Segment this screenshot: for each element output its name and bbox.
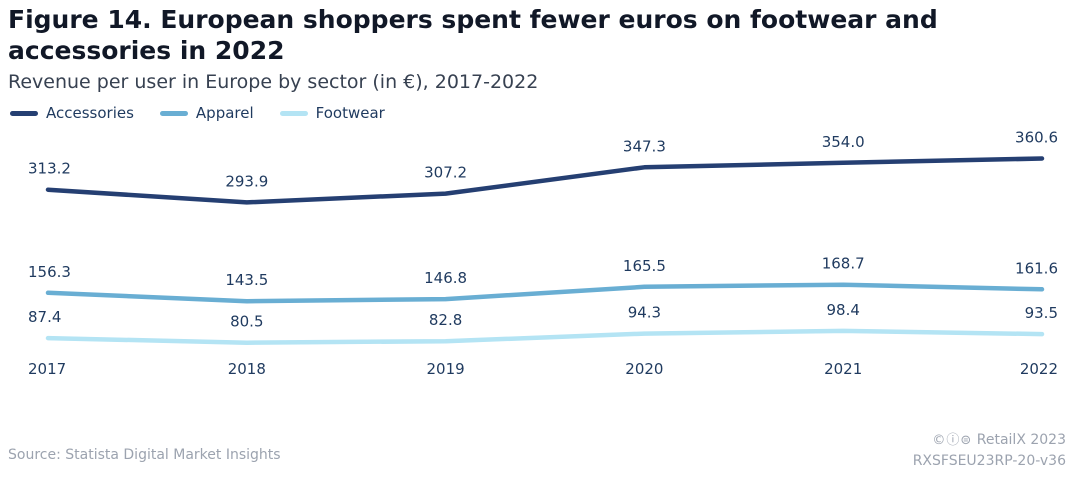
legend-label-footwear: Footwear	[315, 104, 385, 122]
legend-item-accessories: Accessories	[10, 104, 134, 122]
x-tick-label-2019: 2019	[427, 360, 465, 378]
x-tick-label-2021: 2021	[824, 360, 862, 378]
data-label-apparel-2021: 168.7	[822, 255, 865, 273]
chart-subtitle: Revenue per user in Europe by sector (in…	[8, 71, 539, 93]
legend: Accessories Apparel Footwear	[10, 104, 385, 122]
x-tick-label-2017: 2017	[28, 360, 66, 378]
credit-label: RetailX 2023	[976, 432, 1066, 448]
data-label-apparel-2018: 143.5	[225, 271, 268, 289]
series-line-apparel	[45, 282, 1045, 304]
legend-item-apparel: Apparel	[159, 104, 254, 122]
x-tick-label-2020: 2020	[625, 360, 663, 378]
data-label-accessories-2021: 354.0	[822, 133, 865, 151]
data-label-footwear-2018: 80.5	[230, 313, 263, 331]
legend-label-accessories: Accessories	[46, 104, 134, 122]
x-tick-label-2018: 2018	[228, 360, 266, 378]
series-line-accessories	[45, 156, 1045, 205]
data-label-footwear-2020: 94.3	[628, 304, 661, 322]
data-label-footwear-2017: 87.4	[28, 308, 61, 326]
license-icons: ©ⓘ⊜	[932, 433, 973, 448]
data-label-footwear-2021: 98.4	[826, 301, 859, 319]
data-label-apparel-2022: 161.6	[1015, 259, 1058, 277]
data-label-accessories-2022: 360.6	[1015, 129, 1058, 147]
data-label-accessories-2020: 347.3	[623, 137, 666, 155]
data-label-accessories-2018: 293.9	[225, 172, 268, 190]
report-code: RXSFSEU23RP-20-v36	[912, 453, 1066, 469]
legend-item-footwear: Footwear	[279, 104, 385, 122]
data-label-footwear-2022: 93.5	[1025, 304, 1058, 322]
data-label-accessories-2017: 313.2	[28, 160, 71, 178]
data-label-apparel-2019: 146.8	[424, 269, 467, 287]
legend-swatch-footwear	[279, 110, 308, 116]
legend-label-apparel: Apparel	[195, 104, 254, 122]
credit-block: ©ⓘ⊜ RetailX 2023 RXSFSEU23RP-20-v36	[913, 430, 1066, 471]
x-tick-label-2022: 2022	[1020, 360, 1058, 378]
data-label-accessories-2019: 307.2	[424, 164, 467, 182]
series-line-footwear	[45, 328, 1045, 345]
data-label-apparel-2020: 165.5	[623, 257, 666, 275]
chart-title: Figure 14. European shoppers spent fewer…	[8, 5, 938, 65]
legend-swatch-apparel	[159, 110, 188, 116]
legend-swatch-accessories	[10, 110, 38, 116]
source-note: Source: Statista Digital Market Insights	[8, 447, 281, 463]
data-label-apparel-2017: 156.3	[28, 263, 71, 281]
data-label-footwear-2019: 82.8	[429, 311, 462, 329]
